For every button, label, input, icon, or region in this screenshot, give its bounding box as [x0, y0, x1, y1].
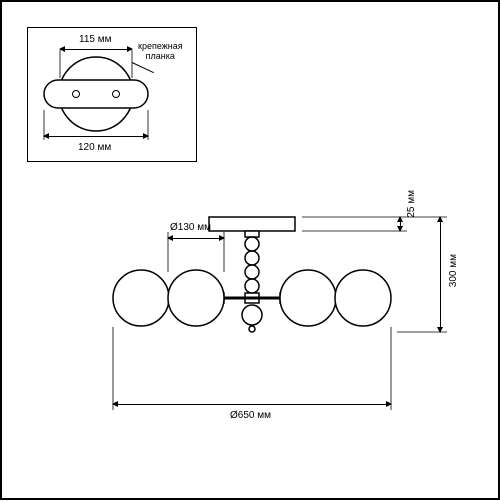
dimline-width	[113, 404, 391, 405]
diagram-page: 115 мм крепежная планка 120 мм	[0, 0, 500, 500]
dim-globe: Ø130 мм	[170, 222, 211, 233]
dimline-canopy	[400, 217, 401, 231]
main-drawing	[2, 2, 500, 502]
dimline-globe	[168, 238, 224, 239]
dimline-height	[440, 217, 441, 332]
dim-canopy: 25 мм	[406, 190, 417, 218]
dim-height: 300 мм	[448, 254, 459, 287]
dim-width: Ø650 мм	[230, 410, 271, 421]
